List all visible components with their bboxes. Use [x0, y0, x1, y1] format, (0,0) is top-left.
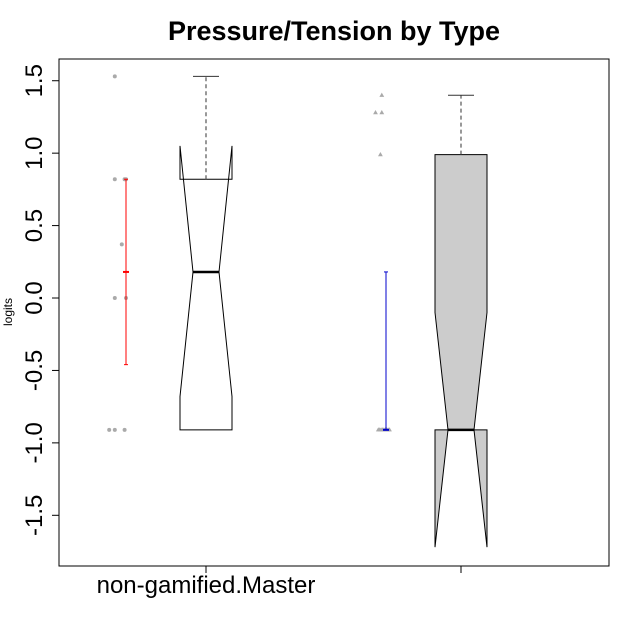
data-point	[379, 92, 385, 97]
data-point	[378, 152, 383, 157]
data-point	[112, 427, 117, 432]
chart-title: Pressure/Tension by Type	[168, 16, 500, 46]
x-axis: non-gamified.Master	[97, 566, 462, 599]
y-tick-label: 0.5	[21, 209, 48, 242]
interval-bars	[123, 178, 389, 431]
data-point	[119, 242, 124, 247]
y-axis-label: logits	[1, 298, 15, 326]
box-body	[434, 154, 488, 548]
y-tick-label: -1.0	[21, 422, 48, 463]
y-tick-label: 1.5	[21, 64, 48, 97]
data-point	[373, 109, 378, 115]
data-point	[112, 177, 117, 182]
y-tick-label: -1.5	[21, 495, 48, 536]
y-axis: 1.5 1.0 0.5 0.0 -0.5 -1.0 -1.5	[21, 64, 59, 536]
data-point	[107, 427, 112, 432]
y-tick-label: 0.0	[21, 281, 48, 314]
data-point	[112, 296, 117, 301]
boxplots	[179, 75, 488, 548]
y-tick-label: 1.0	[21, 136, 48, 169]
x-tick-label: non-gamified.Master	[97, 572, 316, 599]
y-tick-label: -0.5	[21, 350, 48, 391]
data-point	[112, 74, 117, 79]
box-body	[179, 145, 233, 431]
plot-frame	[58, 58, 610, 567]
data-point	[379, 109, 385, 115]
data-point	[122, 427, 127, 432]
